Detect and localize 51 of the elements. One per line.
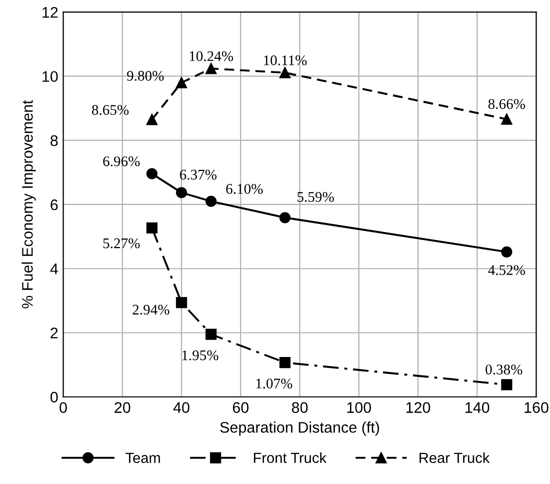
point bbox=[176, 297, 188, 308]
y-tick-label: 4 bbox=[50, 264, 58, 274]
y-tick-label: 2 bbox=[50, 328, 58, 338]
x-tick-label: 60 bbox=[232, 402, 249, 413]
x-tick-label: 140 bbox=[466, 402, 490, 413]
x-tick-label: 160 bbox=[524, 402, 548, 413]
data-label: 8.66% bbox=[488, 99, 526, 110]
point bbox=[501, 379, 512, 390]
point bbox=[146, 168, 158, 180]
data-label: 10.24% bbox=[190, 51, 234, 62]
point bbox=[176, 187, 188, 198]
y-tick-label: 12 bbox=[42, 6, 58, 18]
data-label: 6.10% bbox=[226, 184, 263, 194]
x-axis-title: Separation Distance (ft) bbox=[220, 422, 380, 436]
data-label: 10.11% bbox=[264, 55, 307, 66]
y-tick-label: 6 bbox=[50, 199, 58, 210]
legend-label: Rear Truck bbox=[420, 452, 490, 464]
x-tick-label: 40 bbox=[173, 402, 190, 413]
x-tick-label: 0 bbox=[60, 402, 67, 413]
point bbox=[206, 196, 217, 207]
point bbox=[279, 357, 291, 368]
data-label: 5.27% bbox=[103, 238, 140, 248]
point bbox=[206, 62, 217, 74]
legend-label: Front Truck bbox=[254, 452, 327, 464]
data-label: 4.52% bbox=[488, 265, 526, 276]
x-tick-label: 120 bbox=[406, 402, 430, 413]
x-tick-label: 80 bbox=[292, 402, 308, 413]
point bbox=[279, 212, 291, 224]
point bbox=[146, 222, 158, 234]
y-tick-label: 0 bbox=[50, 392, 58, 403]
point bbox=[206, 328, 217, 340]
point bbox=[176, 77, 188, 88]
point bbox=[501, 246, 512, 258]
data-label: 1.07% bbox=[256, 378, 292, 389]
data-label: 6.96% bbox=[103, 156, 140, 166]
data-label: 1.95% bbox=[182, 350, 218, 360]
point bbox=[146, 114, 158, 126]
point bbox=[279, 67, 291, 78]
y-tick-label: 8 bbox=[50, 135, 58, 146]
data-label: 6.37% bbox=[180, 170, 217, 180]
data-label: 0.38% bbox=[486, 364, 522, 375]
y-axis-title: % Fuel Economy Improvement bbox=[22, 100, 36, 308]
data-label: 2.94% bbox=[132, 304, 170, 315]
point bbox=[501, 114, 512, 125]
data-label: 8.65% bbox=[92, 104, 129, 115]
legend-label: Team bbox=[126, 452, 160, 464]
data-label: 9.80% bbox=[127, 70, 164, 81]
y-tick-label: 10 bbox=[42, 71, 58, 82]
x-tick-label: 100 bbox=[347, 402, 372, 413]
data-label: 5.59% bbox=[298, 192, 334, 202]
x-tick-label: 20 bbox=[114, 402, 130, 413]
